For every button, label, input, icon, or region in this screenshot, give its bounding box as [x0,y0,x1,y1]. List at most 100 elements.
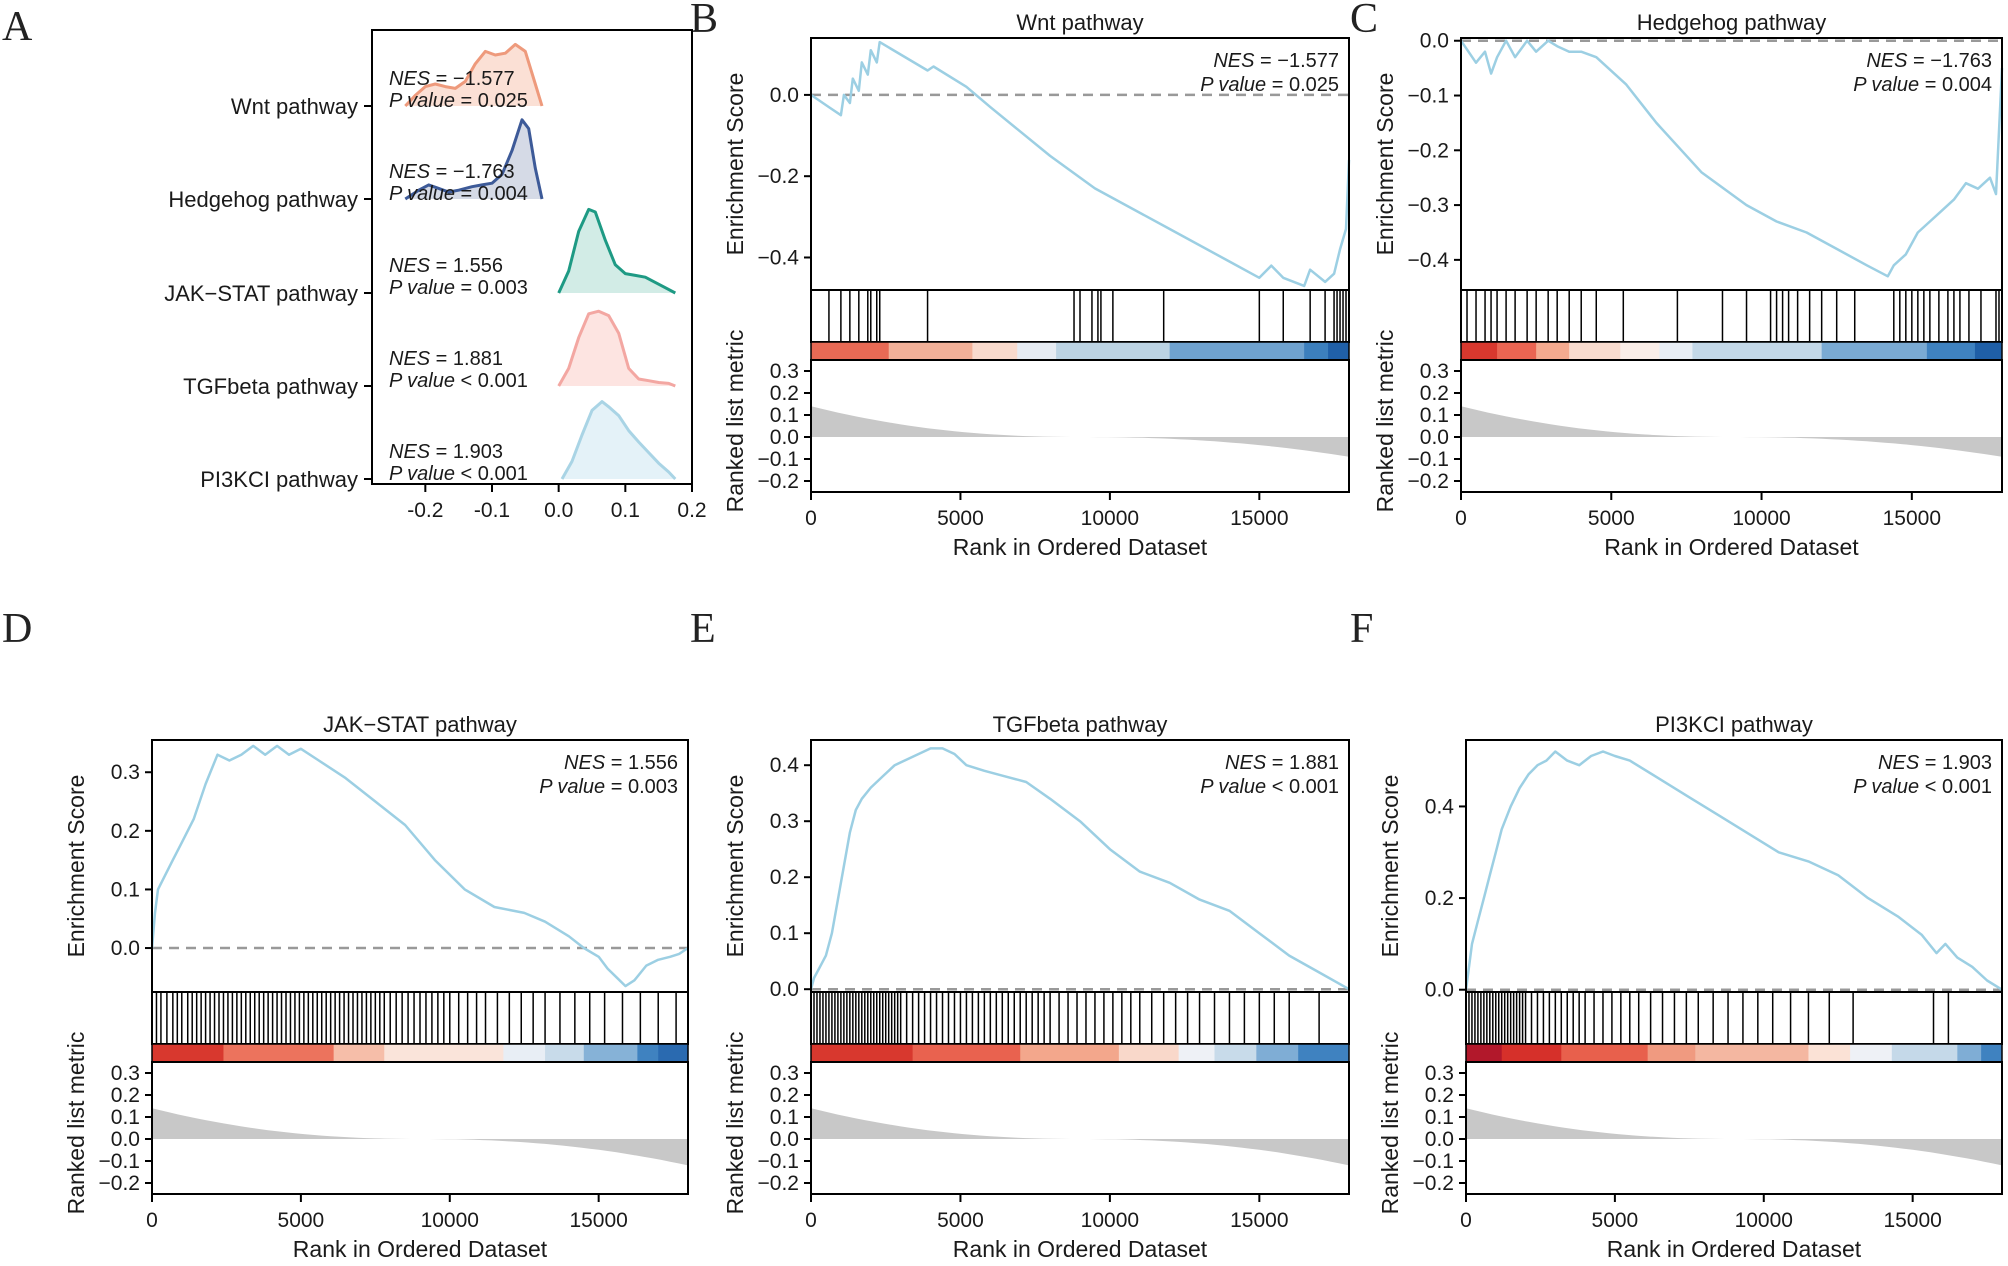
es-y-tick-label: 0.1 [770,922,799,945]
ridge-label: Wnt pathway [231,94,358,119]
rank-color-band [1926,342,1976,360]
metric-axis-title: Ranked list metric [63,1032,89,1215]
rank-color-band [333,1044,385,1062]
ridge-frame [371,29,693,485]
rank-color-band [1461,342,1498,360]
gsea-panel-b: Wnt pathway 0.0 −0.2 −0.4 Enrichment Score NE… [722,10,1351,560]
x-axis-title: Rank in Ordered Dataset [1607,1236,1862,1262]
metric-y-tick-label: 0.3 [111,1062,140,1085]
rank-color-band [1497,342,1537,360]
x-tick-label: 0 [805,507,817,530]
metric-axis-title: Ranked list metric [722,1032,748,1215]
es-axis-title: Enrichment Score [63,775,89,958]
es-y-tick-label: 0.0 [770,978,799,1001]
rank-color-band [658,1044,689,1062]
es-y-tick-label: 0.0 [770,84,799,107]
metric-y-tick-label: 0.1 [770,404,799,427]
metric-axis-title: Ranked list metric [1377,1032,1403,1215]
rank-color-band [972,342,1018,360]
x-tick-label: 5000 [278,1209,325,1232]
x-tick-label: 15000 [1230,507,1288,530]
rank-color-band [1056,342,1171,360]
ranked-metric-area [1466,1108,2002,1166]
es-curve [809,747,1350,991]
panel-letter-e: E [690,606,716,652]
metric-y-tick-label: 0.1 [1420,404,1449,427]
es-y-tick-label: 0.4 [1425,795,1455,818]
rank-color-band [1017,342,1057,360]
rank-color-band [1620,342,1660,360]
x-axis-title: Rank in Ordered Dataset [1604,534,1859,560]
rank-color-band [1466,1044,1503,1062]
x-tick-label: 0 [805,1209,817,1232]
rank-color-band [811,342,890,360]
rank-color-band [912,1044,1021,1062]
metric-y-tick-label: 0.2 [770,1084,799,1107]
rank-color-band [1328,342,1350,360]
ridge-label: JAK−STAT pathway [164,281,358,306]
rank-color-band [1808,1044,1851,1062]
metric-y-tick-label: 0.2 [770,382,799,405]
metric-y-tick-label: −0.2 [1408,470,1449,493]
x-tick-label: 10000 [1081,507,1139,530]
rank-color-band [1178,1044,1215,1062]
metric-y-tick-label: 0.3 [1420,360,1449,383]
x-tick-label: 0 [146,1209,158,1232]
gsea-panel-e: TGFbeta pathway0.00.10.20.30.4Enrichment… [722,712,1350,1262]
rank-color-band [223,1044,335,1062]
plot-title: PI3KCI pathway [1655,712,1813,737]
rank-color-band [1118,1044,1180,1062]
rank-color-band [1891,1044,1958,1062]
es-y-tick-label: 0.3 [111,761,140,784]
x-axis-title: Rank in Ordered Dataset [953,1236,1208,1262]
ridge-x-tick-label: -0.2 [407,499,443,522]
x-tick-label: 10000 [1081,1209,1139,1232]
rank-color-band [1020,1044,1120,1062]
metric-y-tick-label: 0.1 [111,1106,140,1129]
x-tick-label: 10000 [1732,507,1790,530]
metric-frame [1465,1061,2003,1195]
gsea-panel-c: Hedgehog pathway0.0−0.1−0.2−0.3−0.4Enric… [1372,10,2004,560]
es-y-tick-label: −0.1 [1408,85,1449,108]
ridge-line [560,400,677,481]
x-tick-label: 5000 [1592,1209,1639,1232]
plot-title: TGFbeta pathway [993,712,1168,737]
ridge-nes-text: NES = 1.556 [389,255,503,277]
es-y-tick-label: −0.2 [758,165,799,188]
panel-letter-c: C [1350,0,1378,42]
rank-color-band [1981,1044,2003,1062]
es-y-tick-label: 0.0 [1425,979,1454,1002]
rank-color-band [152,1044,224,1062]
ridge-nes-text: NES = −1.577 [389,68,515,90]
rank-color-band [637,1044,659,1062]
rank-color-band [1501,1044,1562,1062]
es-y-tick-label: 0.1 [111,878,140,901]
es-curve [810,40,1351,288]
metric-y-tick-label: 0.1 [1425,1106,1454,1129]
ridge-x-tick-label: 0.0 [544,499,573,522]
rank-color-band [1974,342,2003,360]
gsea-panel-f: PI3KCI pathway 0.0 0.2 0.4 Enrichment Score N… [1377,712,2003,1262]
metric-y-tick-label: 0.3 [770,360,799,383]
es-y-tick-label: −0.4 [1408,249,1450,272]
es-y-tick-label: 0.0 [111,937,140,960]
metric-y-tick-label: −0.1 [1408,448,1449,471]
rank-color-band [1214,1044,1257,1062]
plot-title: Wnt pathway [1016,10,1143,35]
ridge-nes-text: NES = 1.903 [389,441,503,463]
x-tick-label: 5000 [1588,507,1635,530]
ridge-p-text: P value = 0.025 [389,90,528,112]
es-axis-title: Enrichment Score [1377,775,1403,958]
rank-color-band [1647,1044,1696,1062]
rank-color-band [1304,342,1329,360]
ridge-area [562,401,676,479]
rank-color-band [1821,342,1928,360]
es-axis-title: Enrichment Score [1372,73,1398,256]
x-tick-label: 0 [1460,1209,1472,1232]
rank-color-band [1169,342,1305,360]
rank-color-band [545,1044,585,1062]
ridge-label: TGFbeta pathway [183,374,358,399]
panel-letter-d: D [2,606,32,652]
